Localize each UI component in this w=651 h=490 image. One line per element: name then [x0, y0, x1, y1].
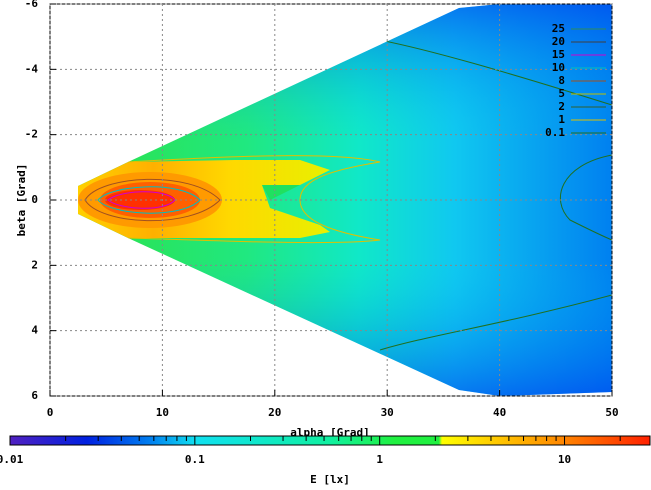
colorbar-label: E [lx]: [310, 473, 350, 486]
legend-label: 8: [558, 74, 565, 87]
y-tick-label: 4: [31, 324, 38, 337]
y-tick-label: -6: [25, 0, 39, 10]
legend-label: 5: [558, 87, 565, 100]
y-tick-label: -4: [25, 62, 39, 75]
legend-label: 0.1: [545, 126, 565, 139]
colorbar-tick-label: 1: [376, 453, 383, 466]
x-tick-label: 20: [268, 406, 281, 419]
x-tick-label: 40: [493, 406, 506, 419]
y-tick-label: 6: [31, 389, 38, 402]
colorbar: [9, 435, 651, 446]
x-tick-label: 0: [47, 406, 54, 419]
y-axis-label: beta [Grad]: [15, 164, 28, 237]
y-tick-label: -2: [25, 128, 38, 141]
legend-label: 1: [558, 113, 565, 126]
y-tick-label: 2: [31, 258, 38, 271]
legend-label: 20: [552, 35, 565, 48]
legend-label: 10: [552, 61, 565, 74]
colorbar-tick-label: 0.1: [185, 453, 205, 466]
y-tick-label: 0: [31, 193, 38, 206]
legend-label: 25: [552, 22, 565, 35]
colorbar-tick-label: 10: [558, 453, 571, 466]
legend-label: 15: [552, 48, 565, 61]
x-tick-label: 50: [605, 406, 618, 419]
legend-label: 2: [558, 100, 565, 113]
x-tick-label: 10: [156, 406, 169, 419]
colorbar-tick-label: 0.01: [0, 453, 24, 466]
x-tick-label: 30: [381, 406, 394, 419]
